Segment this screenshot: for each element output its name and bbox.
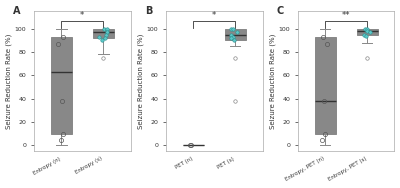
Text: *: * — [212, 11, 216, 20]
Text: C: C — [277, 6, 284, 16]
PathPatch shape — [357, 29, 378, 35]
PathPatch shape — [315, 37, 336, 134]
Y-axis label: Seizure Reduction Rate (%): Seizure Reduction Rate (%) — [138, 34, 144, 129]
Text: **: ** — [342, 11, 350, 20]
PathPatch shape — [51, 37, 72, 134]
PathPatch shape — [93, 29, 114, 38]
Y-axis label: Seizure Reduction Rate (%): Seizure Reduction Rate (%) — [270, 34, 276, 129]
Text: B: B — [145, 6, 152, 16]
Text: *: * — [80, 11, 84, 20]
Text: A: A — [13, 6, 20, 16]
PathPatch shape — [225, 29, 246, 40]
Y-axis label: Seizure Reduction Rate (%): Seizure Reduction Rate (%) — [6, 34, 12, 129]
